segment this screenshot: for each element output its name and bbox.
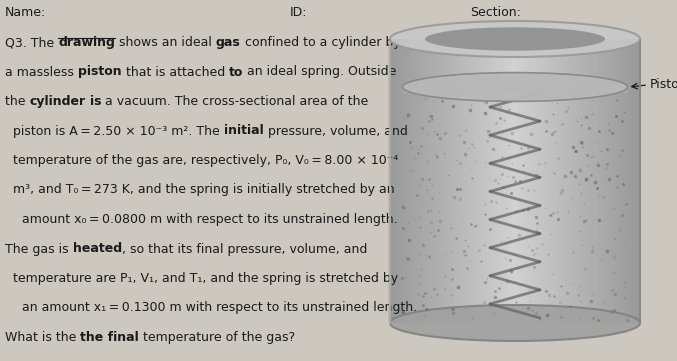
Text: confined to a cylinder by: confined to a cylinder by bbox=[240, 36, 400, 49]
Text: temperature of the gas?: temperature of the gas? bbox=[139, 331, 295, 344]
Text: initial: initial bbox=[224, 125, 263, 138]
Text: temperature of the gas are, respectively, P₀, V₀ = 8.00 × 10⁻⁴: temperature of the gas are, respectively… bbox=[13, 154, 399, 167]
Text: pressure, volume, and: pressure, volume, and bbox=[263, 125, 408, 138]
Text: a vacuum. The cross-sectional area of the: a vacuum. The cross-sectional area of th… bbox=[101, 95, 368, 108]
Ellipse shape bbox=[403, 73, 628, 101]
Text: cylinder: cylinder bbox=[30, 95, 85, 108]
Text: , so that its final pressure, volume, and: , so that its final pressure, volume, an… bbox=[122, 243, 367, 256]
Text: an amount x₁ = 0.1300 m with respect to its unstrained length.: an amount x₁ = 0.1300 m with respect to … bbox=[22, 301, 417, 314]
Ellipse shape bbox=[390, 21, 640, 57]
Text: drawing: drawing bbox=[58, 36, 115, 49]
Text: Name:: Name: bbox=[5, 6, 46, 19]
Text: an ideal spring. Outside: an ideal spring. Outside bbox=[243, 65, 397, 78]
Text: is: is bbox=[89, 95, 101, 108]
Text: shows an ideal: shows an ideal bbox=[115, 36, 216, 49]
Text: amount x₀ = 0.0800 m with respect to its unstrained length.: amount x₀ = 0.0800 m with respect to its… bbox=[22, 213, 397, 226]
Text: Section:: Section: bbox=[470, 6, 521, 19]
Text: the: the bbox=[5, 95, 30, 108]
Text: Piston: Piston bbox=[650, 78, 677, 91]
Text: ID:: ID: bbox=[290, 6, 307, 19]
Text: a massless: a massless bbox=[5, 65, 78, 78]
Text: heated: heated bbox=[72, 243, 122, 256]
Text: to: to bbox=[229, 65, 243, 78]
Text: piston: piston bbox=[78, 65, 121, 78]
Ellipse shape bbox=[390, 305, 640, 341]
Text: piston is A = 2.50 × 10⁻³ m². The: piston is A = 2.50 × 10⁻³ m². The bbox=[13, 125, 224, 138]
Ellipse shape bbox=[425, 27, 605, 51]
Text: m³, and T₀ = 273 K, and the spring is initially stretched by an: m³, and T₀ = 273 K, and the spring is in… bbox=[13, 183, 395, 196]
Bar bbox=[403, 87, 628, 93]
Text: temperature are P₁, V₁, and T₁, and the spring is stretched by: temperature are P₁, V₁, and T₁, and the … bbox=[13, 272, 398, 285]
Text: Q3. The: Q3. The bbox=[5, 36, 58, 49]
Text: What is the: What is the bbox=[5, 331, 81, 344]
Text: the final: the final bbox=[81, 331, 139, 344]
Text: gas: gas bbox=[216, 36, 240, 49]
Text: that is attached: that is attached bbox=[121, 65, 229, 78]
Text: The gas is: The gas is bbox=[5, 243, 72, 256]
